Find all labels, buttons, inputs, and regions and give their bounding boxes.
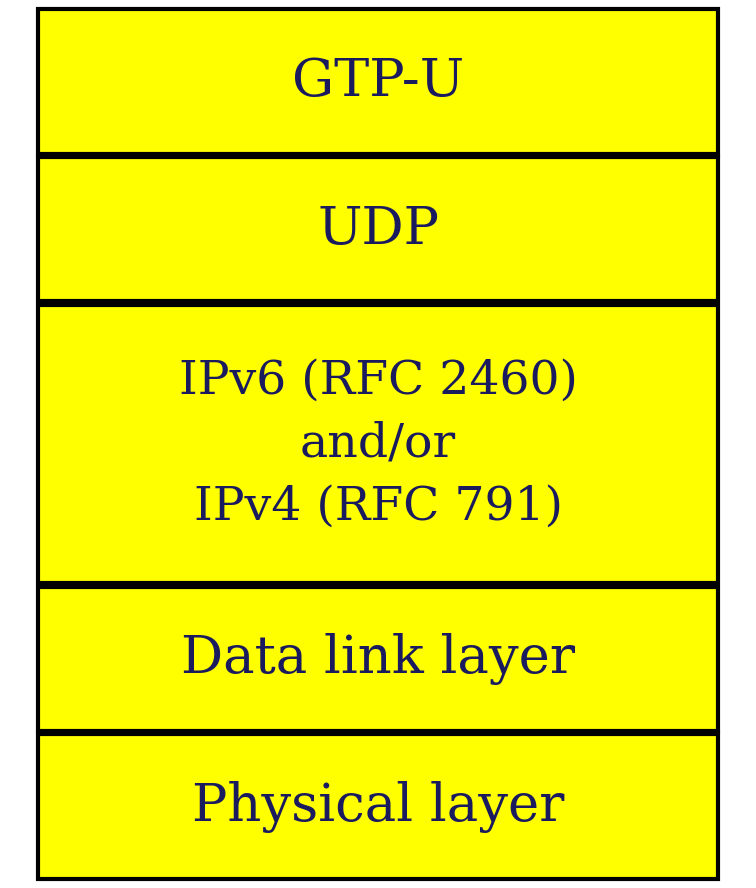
Text: GTP-U: GTP-U bbox=[292, 56, 464, 107]
Text: Data link layer: Data link layer bbox=[181, 633, 575, 685]
FancyBboxPatch shape bbox=[38, 305, 718, 583]
FancyBboxPatch shape bbox=[38, 9, 718, 154]
FancyBboxPatch shape bbox=[38, 157, 718, 301]
Text: Physical layer: Physical layer bbox=[192, 781, 564, 833]
Text: IPv6 (RFC 2460)
and/or
IPv4 (RFC 791): IPv6 (RFC 2460) and/or IPv4 (RFC 791) bbox=[178, 359, 578, 529]
FancyBboxPatch shape bbox=[38, 587, 718, 731]
Text: UDP: UDP bbox=[317, 203, 439, 255]
FancyBboxPatch shape bbox=[38, 734, 718, 879]
